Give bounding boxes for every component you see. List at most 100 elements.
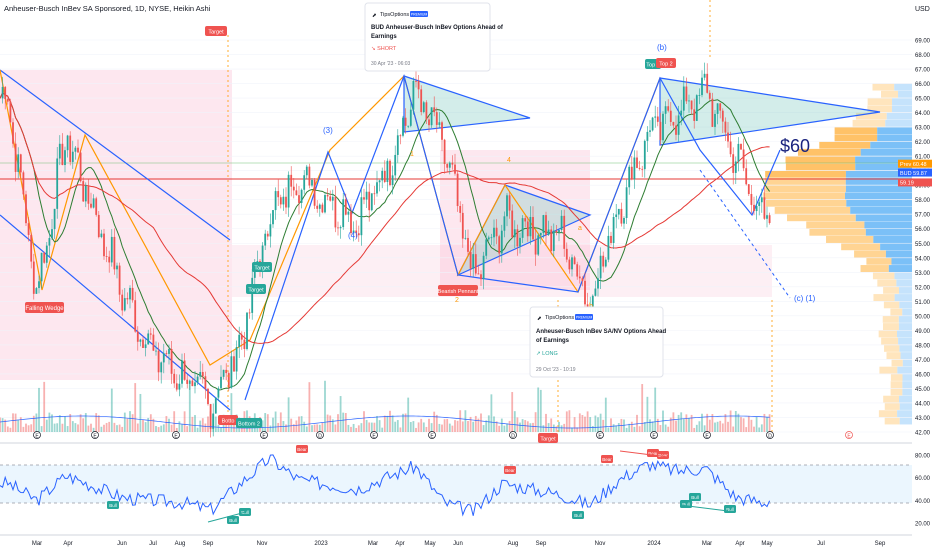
svg-text:Bearish Pennant: Bearish Pennant — [438, 289, 479, 295]
profile-buy-bar — [870, 141, 912, 149]
volume-bar — [669, 417, 672, 432]
volume-bar — [755, 416, 758, 432]
candle-body — [147, 333, 150, 345]
candle-body — [550, 229, 553, 251]
volume-bar — [97, 415, 100, 432]
wedge-lower-line — [0, 214, 231, 411]
candle-body — [734, 161, 737, 173]
profile-sell-bar — [860, 265, 889, 272]
candle-body — [290, 174, 293, 187]
candle-body — [547, 229, 550, 235]
event-marker-letter: D — [318, 433, 322, 439]
candle-body — [506, 195, 508, 217]
target-label-1[interactable]: Target — [205, 26, 227, 36]
volume-bar — [316, 424, 319, 432]
volume-bar — [303, 421, 306, 432]
volume-bar — [607, 427, 610, 432]
profile-buy-bar — [902, 308, 912, 316]
volume-bar — [591, 426, 594, 432]
target-label-4[interactable]: Target — [538, 433, 558, 443]
event-marker-letter: E — [174, 433, 178, 439]
candle-body — [430, 107, 433, 126]
y-tick-label: 42.00 — [915, 431, 931, 437]
profile-buy-bar — [891, 105, 912, 113]
candle-body — [17, 154, 20, 172]
candle-body — [363, 197, 365, 200]
profile-buy-bar — [902, 373, 912, 381]
event-marker-circle — [370, 431, 378, 439]
idea-bottom-title[interactable]: Anheuser-Busch InBev SA/NV Options Ahead… — [536, 329, 668, 344]
profile-sell-bar — [884, 402, 900, 410]
candle-body — [152, 334, 155, 351]
volume-bar — [27, 425, 30, 432]
bearish-pennant-label[interactable]: Bearish Pennant — [438, 285, 479, 296]
event-marker-letter: E — [262, 433, 266, 439]
candle-body — [285, 196, 287, 208]
volume-bar — [181, 424, 183, 432]
falling-wedge-label[interactable]: Falling Wedge — [25, 302, 64, 313]
profile-buy-bar — [846, 199, 912, 207]
candle-body — [552, 230, 555, 251]
candle-body — [703, 73, 706, 78]
bottom-label[interactable]: Botto — [218, 415, 238, 425]
profile-sell-bar — [873, 294, 895, 302]
volume-bar — [430, 423, 433, 432]
volume-bar — [220, 427, 222, 432]
candle-body — [474, 254, 477, 274]
target-label-2[interactable]: Target — [252, 262, 272, 272]
candle-body — [724, 121, 727, 133]
event-marker-letter: E — [847, 433, 851, 439]
idea-card-bottom[interactable]: ⬈ TipsOptions PREMIUM Anheuser-Busch InB… — [529, 306, 668, 378]
rsi-signal-bg — [504, 466, 516, 474]
x-tick-label: Sep — [536, 541, 547, 547]
candle-body — [708, 92, 711, 99]
candle-body — [30, 234, 33, 262]
y-tick-label: 67.00 — [915, 68, 931, 74]
bottom-2-label[interactable]: Bottom 2 — [236, 418, 262, 428]
rsi-divergence-line — [207, 511, 247, 523]
candle-body — [321, 204, 324, 213]
wave-3-label: (3) — [323, 126, 333, 135]
candle-body — [391, 175, 394, 186]
candle-body — [87, 185, 90, 204]
candle-body — [69, 135, 72, 162]
volume-bar — [113, 422, 116, 432]
candle-body — [45, 245, 48, 263]
candle-body — [82, 181, 85, 202]
rsi-signal-text: Bull — [726, 507, 734, 512]
dividend-marker: D — [766, 431, 774, 439]
idea-card-top[interactable]: ⬈ TipsOptions PREMIUM BUD Anheuser-Busch… — [364, 2, 505, 72]
volume-bar — [350, 426, 352, 432]
wave-c-label: (c) (1) — [794, 294, 816, 303]
candle-body — [485, 239, 488, 256]
candle-body — [454, 164, 456, 174]
volume-bar — [402, 413, 404, 432]
volume-bar — [737, 413, 740, 432]
candle-body — [680, 110, 683, 116]
svg-text:⬈: ⬈ — [372, 13, 377, 19]
y-tick-label: 46.00 — [915, 372, 931, 378]
profile-sell-bar — [883, 395, 900, 403]
volume-bar — [53, 423, 56, 432]
profile-sell-bar — [884, 417, 900, 425]
candle-body — [521, 218, 524, 238]
target-label-3[interactable]: Target — [246, 284, 266, 294]
volume-bar — [727, 421, 729, 432]
volume-bar — [599, 413, 602, 432]
volume-bar — [706, 413, 709, 432]
candle-body — [638, 167, 641, 169]
candle-body — [417, 81, 420, 90]
profile-buy-bar — [845, 177, 912, 185]
candle-body — [563, 215, 566, 249]
candle-body — [649, 130, 651, 132]
candle-body — [126, 298, 129, 300]
volume-bar — [506, 423, 508, 432]
candle-body — [482, 255, 485, 280]
event-marker-circle — [33, 431, 41, 439]
candle-body — [688, 100, 690, 102]
idea-top-title[interactable]: BUD Anheuser-Busch InBev Options Ahead o… — [371, 25, 505, 40]
top-2-label[interactable]: Top 2 — [656, 58, 676, 68]
volume-bar — [279, 412, 282, 432]
volume-bar — [654, 387, 657, 432]
